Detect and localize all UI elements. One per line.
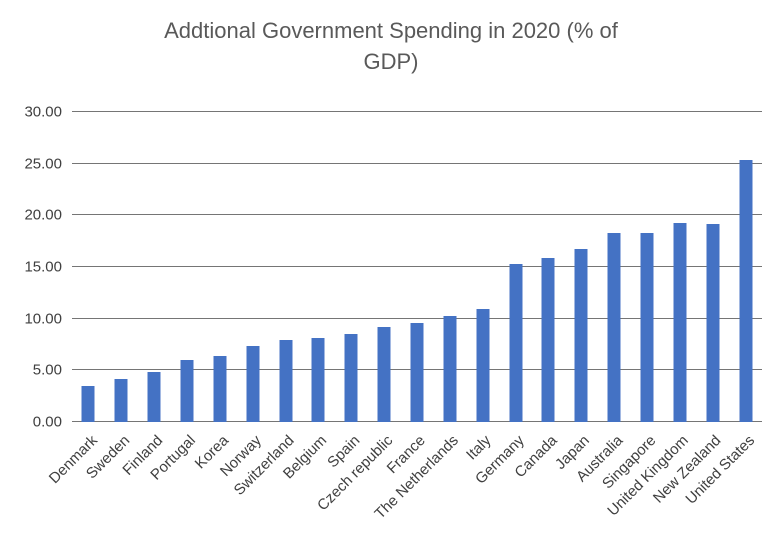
bar xyxy=(673,222,687,422)
bar xyxy=(574,249,588,422)
y-tick-label: 20.00 xyxy=(24,206,62,224)
y-axis: 0.00 5.00 10.00 15.00 20.00 25.00 30.00 xyxy=(0,104,62,431)
gridline xyxy=(72,111,762,112)
bar xyxy=(344,334,358,422)
gridline xyxy=(72,317,762,319)
bar xyxy=(640,232,654,422)
bar xyxy=(410,322,424,422)
x-axis: Denmark Sweden Finland Portugal Korea Norway S… xyxy=(45,424,762,551)
y-tick-label: 15.00 xyxy=(24,258,62,276)
bar xyxy=(443,315,457,422)
chart-title: Addtional Government Spending in 2020 (%… xyxy=(0,16,782,78)
plot-area xyxy=(72,111,762,422)
y-tick-label: 10.00 xyxy=(24,310,62,328)
gridline xyxy=(72,162,762,164)
bar xyxy=(246,345,260,422)
gridline xyxy=(72,214,762,216)
bar xyxy=(541,257,555,422)
bar xyxy=(377,326,391,422)
bar xyxy=(279,340,293,422)
chart-title-line-1: Addtional Government Spending in 2020 (%… xyxy=(164,18,618,43)
bars xyxy=(72,112,762,422)
bar xyxy=(147,372,161,422)
y-tick-label: 0.00 xyxy=(32,413,62,431)
bar xyxy=(213,355,227,422)
y-tick-label: 30.00 xyxy=(24,103,62,121)
bar xyxy=(706,223,720,422)
bar xyxy=(81,385,95,422)
bar xyxy=(311,338,325,422)
bar xyxy=(180,360,194,422)
chart-title-line-2: GDP) xyxy=(363,48,419,74)
bar xyxy=(607,232,621,422)
bar xyxy=(509,263,523,422)
y-tick-label: 25.00 xyxy=(24,155,62,173)
gridline xyxy=(72,266,762,267)
bar xyxy=(476,309,490,422)
bar xyxy=(114,378,128,422)
bar xyxy=(739,159,753,422)
y-tick-label: 5.00 xyxy=(32,361,62,379)
